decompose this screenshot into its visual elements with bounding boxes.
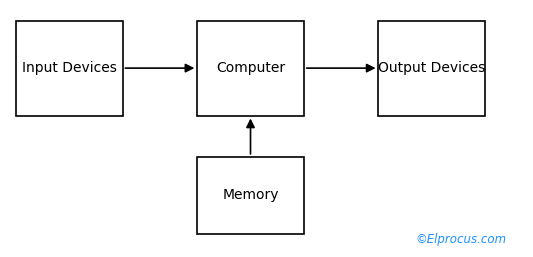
Text: ©Elprocus.com: ©Elprocus.com <box>416 233 506 245</box>
Bar <box>197 157 304 234</box>
Text: Memory: Memory <box>222 188 279 202</box>
Text: Input Devices: Input Devices <box>22 61 117 75</box>
Text: Computer: Computer <box>216 61 285 75</box>
Bar <box>378 21 485 116</box>
Bar <box>197 21 304 116</box>
Bar <box>16 21 123 116</box>
Text: Output Devices: Output Devices <box>378 61 486 75</box>
